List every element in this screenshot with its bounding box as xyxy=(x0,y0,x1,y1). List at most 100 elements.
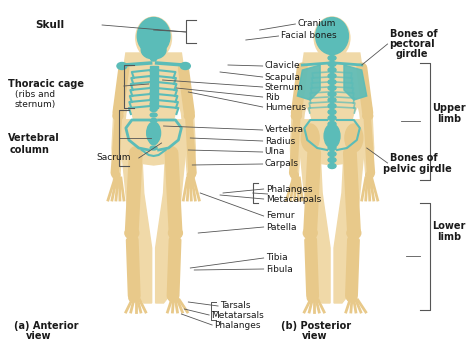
Ellipse shape xyxy=(347,294,357,302)
Ellipse shape xyxy=(363,112,373,120)
Text: Vertebra: Vertebra xyxy=(264,126,304,134)
Ellipse shape xyxy=(150,141,157,144)
Polygon shape xyxy=(334,120,364,303)
Text: girdle: girdle xyxy=(395,49,428,59)
Text: Metatarsals: Metatarsals xyxy=(211,310,264,319)
Text: Upper: Upper xyxy=(432,103,466,113)
Text: Facial bones: Facial bones xyxy=(281,32,336,40)
Ellipse shape xyxy=(347,227,361,239)
Text: Lower: Lower xyxy=(432,221,465,231)
Text: sternum): sternum) xyxy=(15,101,56,110)
Ellipse shape xyxy=(125,227,139,239)
Ellipse shape xyxy=(150,80,157,84)
Ellipse shape xyxy=(150,69,157,73)
Ellipse shape xyxy=(150,124,157,128)
Ellipse shape xyxy=(328,103,336,109)
Ellipse shape xyxy=(150,86,157,89)
Text: column: column xyxy=(10,145,50,155)
Text: Phalanges: Phalanges xyxy=(265,184,312,193)
Ellipse shape xyxy=(301,124,319,152)
Ellipse shape xyxy=(328,164,336,168)
Text: Bones of: Bones of xyxy=(390,153,437,163)
Text: Scapula: Scapula xyxy=(264,72,301,81)
Ellipse shape xyxy=(141,41,166,59)
Ellipse shape xyxy=(328,73,336,79)
Text: Sternum: Sternum xyxy=(264,82,303,92)
Text: Phalanges: Phalanges xyxy=(214,321,261,330)
Polygon shape xyxy=(155,120,185,303)
Text: Metacarpals: Metacarpals xyxy=(265,195,321,204)
Ellipse shape xyxy=(328,151,336,157)
Text: Vertebral: Vertebral xyxy=(8,133,60,143)
Ellipse shape xyxy=(113,112,123,120)
Ellipse shape xyxy=(292,112,301,120)
Ellipse shape xyxy=(150,129,157,134)
Ellipse shape xyxy=(328,110,336,114)
Text: limb: limb xyxy=(437,114,461,124)
Ellipse shape xyxy=(150,134,157,137)
Ellipse shape xyxy=(136,17,172,59)
Text: Femur: Femur xyxy=(265,212,294,221)
Polygon shape xyxy=(301,53,364,120)
Text: Skull: Skull xyxy=(36,20,65,30)
Ellipse shape xyxy=(328,116,336,120)
Polygon shape xyxy=(172,63,195,188)
Ellipse shape xyxy=(307,294,317,302)
Bar xyxy=(149,45,159,57)
Text: (a) Anterior: (a) Anterior xyxy=(14,321,78,331)
Polygon shape xyxy=(301,120,330,303)
Ellipse shape xyxy=(328,127,336,133)
Polygon shape xyxy=(122,120,152,303)
Ellipse shape xyxy=(328,86,336,90)
Text: Thoracic cage: Thoracic cage xyxy=(8,79,84,89)
Text: Clavicle: Clavicle xyxy=(264,62,300,71)
Text: Bones of: Bones of xyxy=(390,29,437,39)
Ellipse shape xyxy=(291,172,298,178)
Text: Tarsals: Tarsals xyxy=(220,301,251,310)
Ellipse shape xyxy=(303,227,317,239)
Ellipse shape xyxy=(150,125,157,127)
Text: Humerus: Humerus xyxy=(264,103,306,111)
Ellipse shape xyxy=(151,47,156,51)
Ellipse shape xyxy=(328,132,336,134)
Ellipse shape xyxy=(151,52,156,56)
Ellipse shape xyxy=(150,96,157,101)
Text: Fibula: Fibula xyxy=(265,264,292,274)
Ellipse shape xyxy=(324,124,340,148)
Polygon shape xyxy=(122,120,185,165)
Text: limb: limb xyxy=(437,232,461,242)
Ellipse shape xyxy=(366,172,374,178)
Polygon shape xyxy=(291,63,314,188)
Ellipse shape xyxy=(328,79,336,85)
Text: (b) Posterior: (b) Posterior xyxy=(282,321,352,331)
Text: Radius: Radius xyxy=(264,136,295,145)
Ellipse shape xyxy=(328,158,336,163)
Ellipse shape xyxy=(328,142,336,144)
Ellipse shape xyxy=(117,63,127,70)
Ellipse shape xyxy=(150,113,157,117)
Bar xyxy=(150,66,157,108)
Ellipse shape xyxy=(328,68,336,72)
Ellipse shape xyxy=(151,57,156,61)
Ellipse shape xyxy=(168,294,178,302)
Ellipse shape xyxy=(150,140,157,142)
Ellipse shape xyxy=(150,146,157,150)
Ellipse shape xyxy=(187,172,195,178)
Ellipse shape xyxy=(150,119,157,122)
Ellipse shape xyxy=(328,92,336,96)
Ellipse shape xyxy=(316,17,348,55)
Ellipse shape xyxy=(168,227,182,239)
Ellipse shape xyxy=(328,55,336,61)
Text: Carpals: Carpals xyxy=(264,159,299,168)
Ellipse shape xyxy=(129,294,139,302)
Ellipse shape xyxy=(328,134,336,139)
Ellipse shape xyxy=(137,17,170,55)
Ellipse shape xyxy=(328,140,336,144)
Ellipse shape xyxy=(328,97,336,103)
Ellipse shape xyxy=(328,136,336,140)
Text: Patella: Patella xyxy=(265,222,296,231)
Polygon shape xyxy=(344,65,367,100)
Ellipse shape xyxy=(146,122,161,144)
Polygon shape xyxy=(350,63,374,188)
Ellipse shape xyxy=(328,145,336,150)
